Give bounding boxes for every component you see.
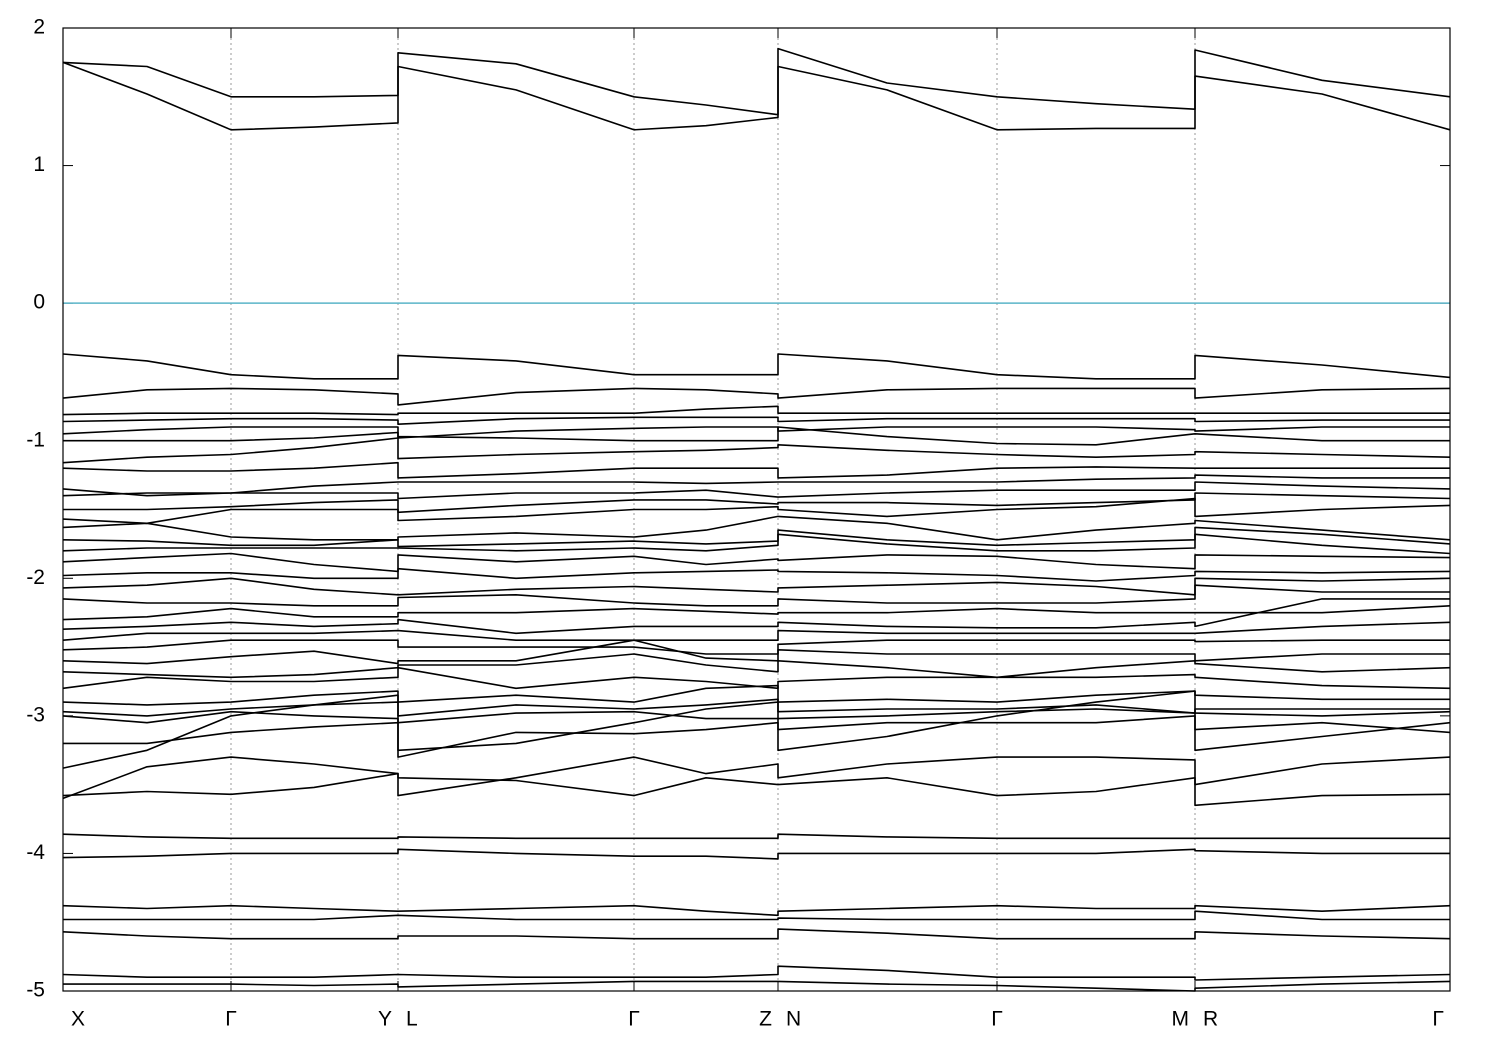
x-tick-label: Γ <box>225 1008 237 1031</box>
band-line <box>63 715 1451 758</box>
y-tick-label: -5 <box>26 979 45 1002</box>
band-line <box>62 833 1450 840</box>
x-tick-label: X <box>71 1008 85 1031</box>
band-line <box>63 910 1450 921</box>
band-line <box>62 639 1450 665</box>
band-line <box>62 533 1451 555</box>
x-tick-label: Γ <box>628 1008 640 1031</box>
band-line <box>62 928 1451 940</box>
band-line <box>62 461 1450 479</box>
band-line <box>62 61 1451 131</box>
band-line <box>62 639 1450 655</box>
band-line <box>62 756 1451 800</box>
x-tick-label: L <box>406 1008 418 1031</box>
band-line <box>62 690 1451 769</box>
band-line <box>62 653 1451 679</box>
band-line <box>62 481 1451 500</box>
band-line <box>62 353 1451 380</box>
band-line <box>62 772 1451 807</box>
band-line <box>63 426 1450 446</box>
band-line <box>62 405 1450 416</box>
band-line <box>62 387 1451 406</box>
band-line <box>62 515 1451 541</box>
band-line <box>62 684 1450 706</box>
band-line <box>62 474 1450 497</box>
band-line <box>62 584 1450 607</box>
x-tick-label: N <box>786 1008 801 1031</box>
band-line <box>62 577 1451 596</box>
band-line <box>62 416 1450 425</box>
band-line <box>63 980 1451 992</box>
y-tick-label: -4 <box>26 841 45 864</box>
band-line <box>62 437 1451 464</box>
band-line <box>62 666 1451 690</box>
y-tick-label: 2 <box>33 16 45 39</box>
band-line <box>62 605 1451 621</box>
band-line <box>62 567 1451 582</box>
band-line <box>62 621 1451 641</box>
band-line <box>62 526 1451 548</box>
band-line <box>62 965 1451 981</box>
x-tick-label: R <box>1203 1008 1218 1031</box>
plot-frame <box>62 27 1451 992</box>
y-tick-label: -1 <box>26 428 45 451</box>
band-line <box>62 426 1450 439</box>
x-tick-label: M <box>1172 1008 1190 1031</box>
y-tick-label: -2 <box>26 566 45 589</box>
band-line <box>62 904 1451 917</box>
band-line <box>62 848 1450 860</box>
band-line <box>62 598 1450 635</box>
x-tick-label: Y <box>378 1008 392 1031</box>
y-tick-label: 1 <box>33 153 45 176</box>
band-line <box>62 552 1451 573</box>
x-tick-label: Z <box>759 1008 772 1031</box>
y-tick-label: 0 <box>33 291 45 314</box>
y-tick-label: -3 <box>26 703 45 726</box>
band-line <box>62 497 1451 525</box>
x-tick-label: Γ <box>991 1008 1003 1031</box>
x-tick-label: Γ <box>1432 1008 1444 1031</box>
band-line <box>62 47 1451 116</box>
